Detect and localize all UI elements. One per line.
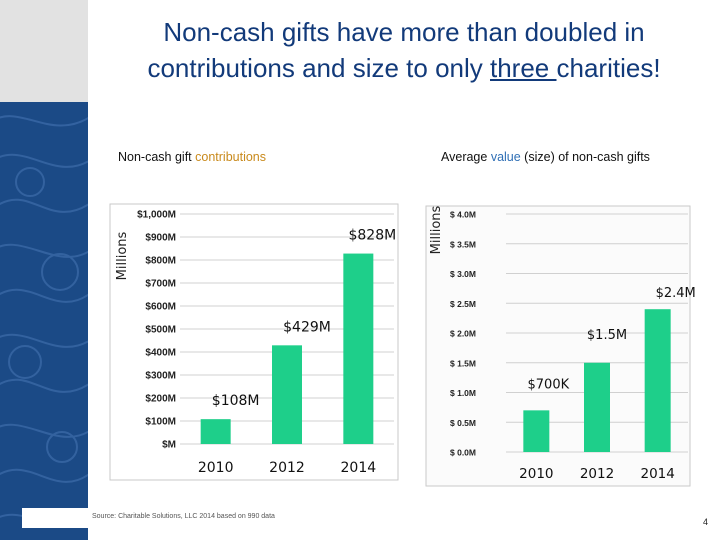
data-label: $700K: [528, 377, 570, 392]
x-category-label: 2010: [198, 460, 234, 476]
data-label: $828M: [348, 228, 396, 244]
contributions-chart-svg: $M $100M $200M $300M $400M $500M $600M $700M $80…: [109, 203, 399, 481]
footer-box: [22, 508, 88, 528]
decorative-side-strip: [0, 102, 88, 540]
y-tick-label: $400M: [145, 348, 176, 359]
x-category-label: 2012: [269, 460, 305, 476]
left-subtitle-accent: contributions: [195, 150, 266, 164]
y-tick-label: $200M: [145, 394, 176, 405]
y-tick-label: $100M: [145, 417, 176, 428]
x-category-label: 2010: [519, 466, 553, 482]
bar-2014: [343, 253, 374, 444]
y-tick-label: $ 3.0M: [450, 269, 476, 279]
x-category-label: 2012: [580, 466, 614, 482]
data-label: $2.4M: [656, 286, 696, 301]
y-tick-label: $500M: [145, 325, 176, 336]
right-subtitle-suffix: (size) of non-cash gifts: [520, 150, 650, 164]
title-underlined-word: three: [490, 53, 557, 83]
y-tick-label: $ 1.5M: [450, 358, 476, 368]
bar-2010: [200, 419, 231, 444]
left-subtitle-prefix: Non-cash gift: [118, 150, 196, 164]
y-tick-label: $300M: [145, 371, 176, 382]
slide-title: Non-cash gifts have more than doubled in…: [88, 14, 720, 86]
corner-block: [0, 0, 88, 102]
y-tick-label: $M: [162, 440, 176, 451]
average-value-chart-svg: $ 0.0M $ 0.5M $ 1.0M $ 1.5M $ 2.0M $ 2.5M $ 3.…: [425, 205, 696, 487]
x-category-label: 2014: [341, 460, 377, 476]
y-axis-label: Millions: [115, 231, 130, 280]
y-tick-label: $ 4.0M: [450, 210, 476, 220]
y-tick-label: $900M: [145, 233, 176, 244]
ornament-pattern-icon: [0, 115, 88, 528]
y-tick-label: $ 1.0M: [450, 388, 476, 398]
data-label: $429M: [283, 319, 331, 335]
bar-2012: [584, 362, 610, 452]
y-tick-label: $800M: [145, 256, 176, 267]
y-tick-label: $600M: [145, 302, 176, 313]
data-label: $108M: [212, 393, 260, 409]
title-text-start: Non-cash gifts have more than doubled in…: [147, 17, 645, 83]
data-label: $1.5M: [587, 328, 627, 343]
y-tick-label: $ 3.5M: [450, 239, 476, 249]
contributions-chart: $M $100M $200M $300M $400M $500M $600M $700M $80…: [108, 196, 400, 482]
page-number: 4: [702, 517, 708, 527]
y-tick-label: $1,000M: [137, 210, 176, 221]
x-category-label: 2014: [640, 466, 674, 482]
source-note: Source: Charitable Solutions, LLC 2014 b…: [92, 513, 275, 520]
title-band: [0, 0, 720, 102]
y-tick-label: $700M: [145, 279, 176, 290]
right-subtitle-accent: value: [490, 150, 521, 164]
bar-2012: [272, 345, 302, 444]
y-tick-label: $ 0.5M: [450, 418, 476, 428]
y-tick-label: $ 2.5M: [450, 299, 476, 309]
bar-2010: [523, 410, 550, 452]
left-chart-subtitle: Non-cash gift contributions: [118, 150, 266, 164]
average-value-chart: $ 0.0M $ 0.5M $ 1.0M $ 1.5M $ 2.0M $ 2.5M $ 3.…: [424, 196, 696, 488]
right-subtitle-prefix: Average: [441, 150, 491, 164]
bar-2014: [644, 309, 671, 452]
y-tick-label: $ 2.0M: [450, 329, 476, 339]
title-text-end: charities!: [556, 53, 661, 83]
y-tick-label: $ 0.0M: [450, 448, 476, 458]
y-axis-label: Millions: [429, 205, 444, 254]
right-chart-subtitle: Average value (size) of non-cash gifts: [441, 150, 650, 164]
